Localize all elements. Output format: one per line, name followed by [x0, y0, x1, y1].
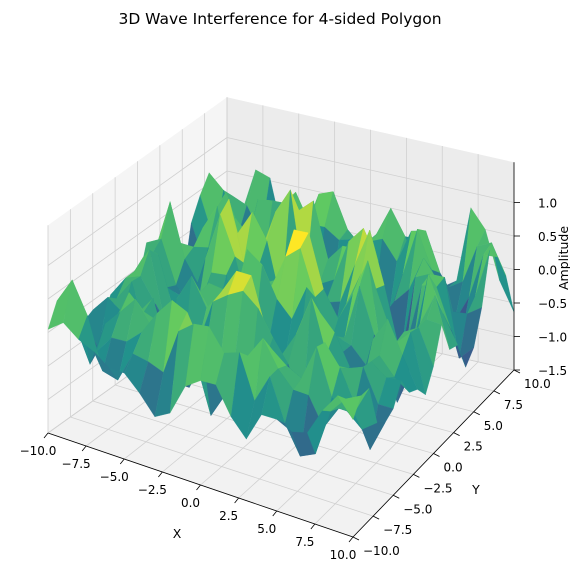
tick-labels: −10.0−7.5−5.0−2.50.02.55.07.510.0 −10.0−7… [20, 197, 568, 563]
z-tick-label: −1.0 [538, 331, 567, 345]
y-tick-label: 7.5 [504, 398, 523, 412]
z-tick-label: 1.0 [538, 197, 557, 211]
z-tick-label: −1.5 [538, 364, 567, 378]
y-tick-label: −5.0 [403, 502, 432, 516]
surface-facet [337, 395, 362, 421]
surface-plot [47, 169, 515, 457]
y-axis-label: Y [471, 482, 480, 497]
chart-title: 3D Wave Interference for 4-sided Polygon [118, 10, 441, 28]
y-tick-label: 2.5 [464, 440, 483, 454]
y-tick-label: −2.5 [423, 481, 452, 495]
z-axis-label: Amplitude [556, 226, 570, 290]
x-tick-label: −10.0 [20, 444, 57, 458]
x-tick-label: −7.5 [62, 457, 91, 471]
y-tick-label: 10.0 [524, 377, 551, 391]
y-tick-label: 5.0 [484, 419, 503, 433]
x-tick-label: 10.0 [330, 548, 357, 562]
y-tick-label: 0.0 [444, 461, 463, 475]
z-tick-label: −0.5 [538, 297, 567, 311]
x-tick-label: 7.5 [295, 535, 314, 549]
x-tick-label: −5.0 [100, 470, 129, 484]
x-tick-label: 5.0 [257, 522, 276, 536]
y-tick-label: −10.0 [363, 544, 400, 558]
x-tick-label: −2.5 [138, 483, 167, 497]
z-tick-label: 0.5 [538, 230, 557, 244]
x-tick-label: 0.0 [181, 496, 200, 510]
z-tick-label: 0.0 [538, 264, 557, 278]
x-tick-label: 2.5 [219, 509, 238, 523]
y-tick-label: −7.5 [383, 523, 412, 537]
x-axis-label: X [173, 526, 182, 541]
